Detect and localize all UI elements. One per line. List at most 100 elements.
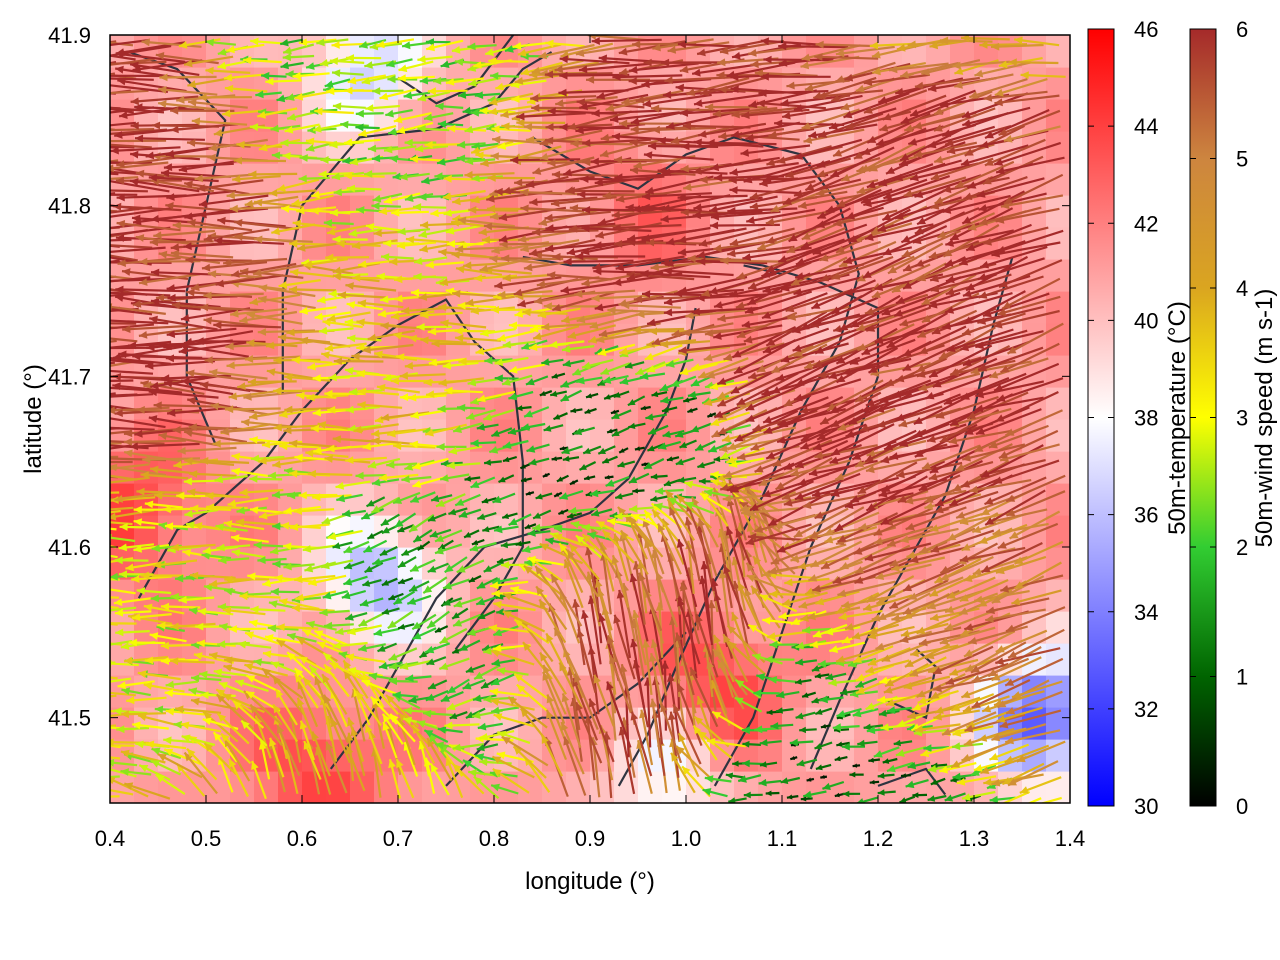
temperature-cell xyxy=(302,451,327,484)
temperature-cell xyxy=(422,675,447,708)
temperature-cell xyxy=(1046,259,1070,292)
plot-area xyxy=(110,35,1070,803)
wind-arrow xyxy=(110,275,117,279)
x-tick-label: 1.2 xyxy=(863,826,894,851)
temperature-cell xyxy=(254,515,279,548)
wind-arrow xyxy=(110,61,117,65)
temperature-cell xyxy=(398,771,423,803)
temperature-cell xyxy=(278,771,303,803)
temperature-cell xyxy=(134,675,159,708)
wind-arrow xyxy=(110,128,116,131)
temperature-cell xyxy=(470,515,495,548)
temperature-cell xyxy=(590,419,615,452)
temperature-cell xyxy=(350,483,375,516)
colorbar-tick-label: 32 xyxy=(1134,697,1158,722)
wind-arrow xyxy=(110,172,119,176)
temperature-colorbar-title: 50m-temperature (°C) xyxy=(1164,301,1191,535)
temperature-cell xyxy=(1046,323,1070,356)
temperature-cell xyxy=(230,419,255,452)
x-tick-label: 0.5 xyxy=(191,826,222,851)
colorbar-tick-label: 6 xyxy=(1236,17,1248,42)
x-tick-label: 0.7 xyxy=(383,826,414,851)
y-tick-label: 41.6 xyxy=(48,535,91,560)
temperature-cell xyxy=(590,451,615,484)
wind-arrow xyxy=(110,407,117,410)
temperature-cell xyxy=(590,387,615,420)
temperature-cell xyxy=(302,547,327,580)
temperature-cell xyxy=(182,483,207,516)
x-tick-label: 1.0 xyxy=(671,826,702,851)
y-axis-title: latitude (°) xyxy=(20,364,47,474)
temperature-cell xyxy=(566,419,591,452)
colorbar-tick-label: 40 xyxy=(1134,308,1158,333)
temperature-cell xyxy=(254,323,279,356)
temperature-cell xyxy=(710,323,735,356)
wind-arrow xyxy=(110,475,118,479)
x-tick-label: 1.1 xyxy=(767,826,798,851)
wind-arrow xyxy=(110,326,118,329)
y-tick-label: 41.5 xyxy=(48,706,91,731)
colorbar-tick-label: 38 xyxy=(1134,406,1158,431)
wind-arrow xyxy=(110,392,116,396)
colorbar-tick-label: 0 xyxy=(1236,794,1248,819)
colorbar-tick-label: 2 xyxy=(1236,535,1248,560)
temperature-colorbar: 30 32 34 36 38 40 42 44 46 50m-temperature (°C) xyxy=(1087,17,1191,819)
colorbar-tick-label: 44 xyxy=(1134,114,1158,139)
temperature-cell xyxy=(638,387,663,420)
y-tick-label: 41.7 xyxy=(48,364,91,389)
colorbar-tick-label: 34 xyxy=(1134,600,1158,625)
y-tick-label: 41.8 xyxy=(48,194,91,219)
colorbar-tick-label: 30 xyxy=(1134,794,1158,819)
wind-arrow xyxy=(110,288,120,292)
temperature-cell xyxy=(422,771,447,803)
temperature-cell xyxy=(230,323,255,356)
x-tick-label: 1.4 xyxy=(1055,826,1086,851)
temperature-cell xyxy=(398,355,423,388)
wind-arrow xyxy=(110,72,116,76)
temperature-cell xyxy=(1046,611,1070,644)
x-tick-label: 0.9 xyxy=(575,826,606,851)
temperature-cell xyxy=(470,771,495,803)
temperature-cell xyxy=(110,579,135,612)
wind-arrow xyxy=(110,339,117,343)
x-tick-label: 0.4 xyxy=(95,826,126,851)
colorbar-tick-label: 46 xyxy=(1134,17,1158,42)
temperature-cell xyxy=(374,163,399,196)
temperature-cell xyxy=(1046,675,1070,708)
temperature-cell xyxy=(1046,515,1070,548)
wind-speed-colorbar: 0 1 2 3 4 5 6 50m-wind speed (m s-1) xyxy=(1189,17,1278,819)
wind-arrow xyxy=(110,159,119,163)
colorbar-tick-label: 42 xyxy=(1134,211,1158,236)
colorbar-tick-label: 4 xyxy=(1236,276,1248,301)
temperature-cell xyxy=(398,163,423,196)
colorbar-tick-label: 3 xyxy=(1236,406,1248,431)
colorbar-tick-label: 5 xyxy=(1236,147,1248,172)
temperature-cell xyxy=(758,771,783,803)
temperature-cell xyxy=(278,515,303,548)
temperature-cell xyxy=(518,611,543,644)
temperature-cell xyxy=(1046,483,1070,516)
temperature-cell xyxy=(1046,291,1070,324)
x-axis-title: longitude (°) xyxy=(525,868,655,895)
colorbar-tick-label: 36 xyxy=(1134,503,1158,528)
wind-arrow xyxy=(110,146,118,149)
temperature-cell xyxy=(518,643,543,676)
temperature-cell xyxy=(110,515,135,548)
temperature-cell xyxy=(638,131,663,164)
temperature-heatmap xyxy=(110,35,1070,803)
y-tick-label: 41.9 xyxy=(48,23,91,48)
temperature-cell xyxy=(1046,163,1070,196)
wind-arrow xyxy=(110,92,116,95)
x-tick-label: 0.8 xyxy=(479,826,510,851)
temperature-cell xyxy=(782,707,807,740)
temperature-cell xyxy=(830,771,855,803)
temperature-cell xyxy=(326,771,351,803)
wind-arrow xyxy=(110,455,119,459)
temperature-cell xyxy=(422,35,447,68)
temperature-cell xyxy=(134,771,159,803)
temperature-cell xyxy=(1046,579,1070,612)
temperature-cell xyxy=(518,483,543,516)
colorbar-tick-label: 1 xyxy=(1236,665,1248,690)
temperature-cell xyxy=(758,739,783,772)
